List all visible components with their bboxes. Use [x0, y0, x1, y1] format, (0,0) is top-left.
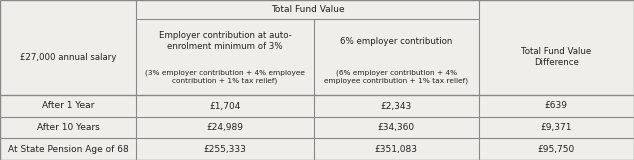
Text: £34,360: £34,360 [378, 123, 415, 132]
Text: At State Pension Age of 68: At State Pension Age of 68 [8, 145, 129, 154]
Text: After 10 Years: After 10 Years [37, 123, 100, 132]
Text: £2,343: £2,343 [380, 101, 412, 111]
Text: £27,000 annual salary: £27,000 annual salary [20, 53, 117, 62]
Text: 6% employer contribution: 6% employer contribution [340, 37, 453, 46]
Text: Employer contribution at auto-
enrolment minimum of 3%: Employer contribution at auto- enrolment… [158, 31, 292, 51]
Text: £1,704: £1,704 [209, 101, 241, 111]
Text: £9,371: £9,371 [541, 123, 572, 132]
Text: Total Fund Value: Total Fund Value [271, 5, 344, 14]
Text: £351,083: £351,083 [375, 145, 418, 154]
Text: Total Fund Value
Difference: Total Fund Value Difference [521, 47, 592, 67]
Text: (6% employer contribution + 4%
employee contribution + 1% tax relief): (6% employer contribution + 4% employee … [324, 69, 469, 84]
Text: £639: £639 [545, 101, 568, 111]
Text: £95,750: £95,750 [538, 145, 575, 154]
Text: After 1 Year: After 1 Year [42, 101, 94, 111]
Text: £24,989: £24,989 [207, 123, 243, 132]
Text: £255,333: £255,333 [204, 145, 247, 154]
Text: (3% employer contribution + 4% employee
contribution + 1% tax relief): (3% employer contribution + 4% employee … [145, 69, 305, 84]
